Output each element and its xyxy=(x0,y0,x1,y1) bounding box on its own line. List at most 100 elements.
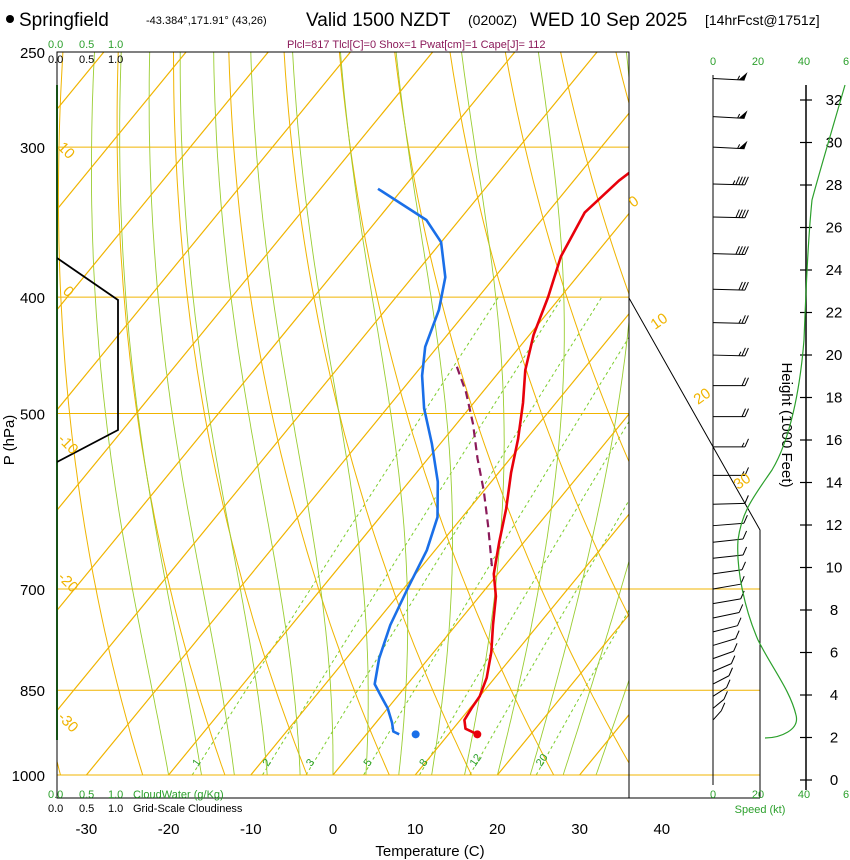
mixing-label-1: 1 xyxy=(190,757,203,769)
wind-barb-5 xyxy=(712,246,749,255)
adiabat-label-3: 30 xyxy=(731,470,754,493)
dry-adiabat-340 xyxy=(560,52,629,296)
mixing-label-2: 2 xyxy=(260,757,273,769)
dry-adiabat-260 xyxy=(116,52,226,776)
isotherm-label-3: -20 xyxy=(54,569,81,596)
isotherm-label-2: -10 xyxy=(54,431,81,458)
isotherm--80 xyxy=(57,52,269,311)
wind-barb-15 xyxy=(712,530,748,543)
adiabat-label-0: 0 xyxy=(626,193,643,212)
isotherm-40 xyxy=(662,52,850,775)
moist-adiabat-28 xyxy=(562,559,629,776)
surface-markers xyxy=(411,730,482,739)
cloudiness-label: Grid-Scale Cloudiness xyxy=(133,803,243,815)
wind-barb-8 xyxy=(712,347,749,357)
height-label-2: 2 xyxy=(830,730,838,747)
height-label-32: 32 xyxy=(826,92,843,109)
adiabat-label-2: 20 xyxy=(691,385,714,408)
speed-bot-40: 40 xyxy=(798,789,810,801)
wind-barb-6 xyxy=(712,281,749,291)
cw-top-2: 1.0 xyxy=(108,39,123,51)
temp-label-40: 40 xyxy=(653,821,670,838)
moist-adiabat-32 xyxy=(595,678,629,776)
surface-temp-marker xyxy=(473,730,482,739)
wind-barb-3 xyxy=(712,176,749,186)
moist-adiabat--8 xyxy=(179,52,268,776)
dry-adiabat-320 xyxy=(449,52,629,618)
isotherm-0 xyxy=(332,413,629,776)
isotherm--70 xyxy=(57,52,351,411)
moist-adiabat-0 xyxy=(250,52,334,775)
height-label-6: 6 xyxy=(830,645,838,662)
dry-adiabat-280 xyxy=(228,52,390,776)
cw-bot-1: 0.5 xyxy=(79,789,94,801)
speed-top-6: 6 xyxy=(843,56,849,68)
cw-bot-2: 1.0 xyxy=(108,789,123,801)
height-label-18: 18 xyxy=(826,390,843,407)
speed-bot-6: 6 xyxy=(843,789,849,801)
dry-adiabat-350 xyxy=(615,52,629,105)
moist-adiabat--20 xyxy=(91,52,170,776)
temp-label-10: 10 xyxy=(407,821,424,838)
mixing-label-20: 20 xyxy=(534,752,551,769)
wind-barb-17 xyxy=(712,561,746,575)
valid-date: WED 10 Sep 2025 xyxy=(530,10,687,31)
height-label-14: 14 xyxy=(826,475,843,492)
temp-label-30: 30 xyxy=(571,821,588,838)
cc-top-0: 0.0 xyxy=(48,54,63,66)
height-label-28: 28 xyxy=(826,177,843,194)
isotherm-label-4: -30 xyxy=(54,709,81,736)
temp-label-20: 20 xyxy=(489,821,506,838)
height-label-16: 16 xyxy=(826,432,843,449)
pressure-label-400: 400 xyxy=(20,290,45,307)
moist-adiabat-20 xyxy=(496,52,565,776)
wind-barb-21 xyxy=(712,617,742,633)
sounding-profiles xyxy=(373,171,629,736)
cc-top-1: 0.5 xyxy=(79,54,94,66)
wind-barb-24 xyxy=(712,655,736,672)
wind-barb-28 xyxy=(712,702,726,721)
temp-label--10: -10 xyxy=(240,821,262,838)
wind-barb-9 xyxy=(713,377,749,387)
mixing-line-20 xyxy=(535,608,629,776)
wind-barb-10 xyxy=(713,408,749,418)
wind-barb-18 xyxy=(712,575,745,590)
temperature-profile xyxy=(463,171,629,736)
mixing-line-5 xyxy=(363,336,629,776)
wind-speed-profile xyxy=(737,84,846,739)
moist-adiabat--16 xyxy=(119,52,202,776)
isotherm-20 xyxy=(496,613,629,776)
dry-adiabat-300 xyxy=(338,52,555,776)
height-label-8: 8 xyxy=(830,602,838,619)
zulu-time: (0200Z) xyxy=(468,12,517,28)
wind-barb-26 xyxy=(712,679,731,697)
pressure-tick-labels: 250 300 400 500 700 850 1000 xyxy=(12,45,45,785)
wind-barbs xyxy=(712,72,749,721)
speed-bot-20: 20 xyxy=(752,789,764,801)
isotherm-10 xyxy=(414,513,629,776)
height-label-10: 10 xyxy=(826,560,843,577)
dry-adiabat-310 xyxy=(394,52,629,764)
wind-barb-2 xyxy=(712,140,748,150)
y-axis-label: P (hPa) xyxy=(1,415,18,466)
moist-adiabats xyxy=(91,52,629,776)
pressure-label-1000: 1000 xyxy=(12,768,45,785)
moist-adiabat--12 xyxy=(148,52,235,776)
height-label-0: 0 xyxy=(830,772,838,789)
temperature-tick-labels: -30 -20 -10 0 10 20 30 40 xyxy=(76,821,671,838)
parcel-profile xyxy=(454,363,493,567)
barb-panel-edge xyxy=(628,297,761,798)
wind-barb-1 xyxy=(712,110,748,119)
speed-axis: 0 20 40 6 0 20 40 6 Speed (kt) xyxy=(710,56,849,816)
location-bullet xyxy=(6,15,14,23)
location-name: Springfield xyxy=(19,10,109,31)
mixing-label-3: 3 xyxy=(304,757,317,769)
isotherm--110 xyxy=(0,52,22,775)
forecast-label: [14hrFcst@1751z] xyxy=(705,12,820,28)
cw-top-0: 0.0 xyxy=(48,39,63,51)
cc-bot-1: 0.5 xyxy=(79,803,94,815)
temp-label--30: -30 xyxy=(76,821,98,838)
moist-adiabat-8 xyxy=(340,52,409,776)
wind-barb-4 xyxy=(712,209,749,219)
